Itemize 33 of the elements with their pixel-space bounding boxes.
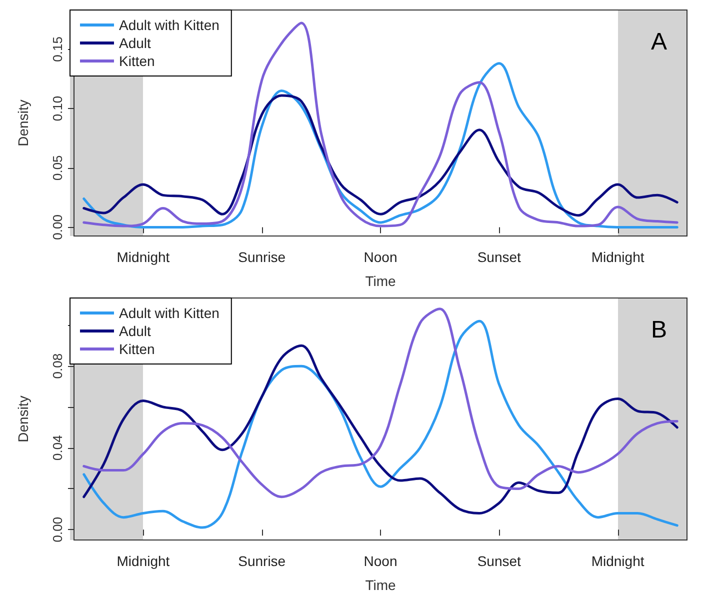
line-series <box>82 320 678 529</box>
line-series <box>82 308 678 498</box>
legend-label: Kitten <box>119 341 155 357</box>
x-tick-label: Sunrise <box>238 553 286 569</box>
legend-label: Adult with Kitten <box>119 305 220 321</box>
x-tick-label: Sunset <box>477 249 522 265</box>
line-series <box>82 94 678 217</box>
legend-label: Adult <box>119 35 152 51</box>
y-tick-label: 0.08 <box>50 353 65 379</box>
annotation: B <box>650 316 668 344</box>
y-tick-label: 0.00 <box>50 516 65 542</box>
legend-label: Adult <box>119 323 152 339</box>
x-tick-label: Midnight <box>116 553 170 569</box>
y-tick-label: 0.15 <box>50 36 65 62</box>
x-tick-label: Noon <box>364 553 398 569</box>
x-tick-label: Sunrise <box>238 249 286 265</box>
y-tick-label: 0.05 <box>50 155 65 181</box>
legend-label: Kitten <box>119 53 155 69</box>
legend-label: Adult with Kitten <box>119 17 220 33</box>
y-axis-title: Density <box>15 100 31 146</box>
x-tick-label: Midnight <box>116 249 170 265</box>
x-tick-label: Midnight <box>591 553 644 569</box>
x-axis-title: Time <box>365 577 396 593</box>
y-tick-label: 0.00 <box>50 214 65 240</box>
x-tick-label: Sunset <box>477 553 522 569</box>
x-tick-label: Noon <box>364 249 398 265</box>
y-tick-label: 0.04 <box>50 435 65 460</box>
y-tick-label: 0.10 <box>50 96 65 122</box>
x-axis-title: Time <box>365 273 396 289</box>
y-axis-title: Density <box>15 396 31 442</box>
line-series <box>82 344 678 514</box>
x-tick-label: Midnight <box>591 249 644 265</box>
annotation: A <box>650 28 668 56</box>
